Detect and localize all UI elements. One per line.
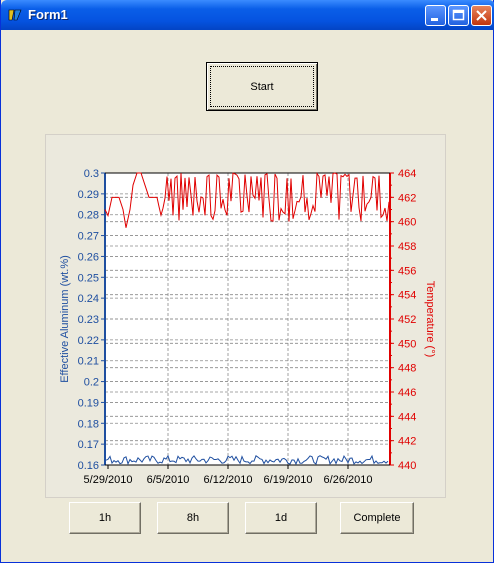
chart: 0.3 0.29 0.28 0.27 0.26 0.25 0.24 0.23 0.22 0.21 0… <box>59 168 436 486</box>
y-right-tick-label: 440 <box>398 460 416 472</box>
y-left-tick-label: 0.28 <box>78 210 99 222</box>
y-left-tick-label: 0.24 <box>78 293 99 305</box>
y-right-tick-label: 460 <box>398 217 416 229</box>
y-right-tick-label: 452 <box>398 314 416 326</box>
start-button[interactable]: Start <box>206 62 318 111</box>
y-left-tick-label: 0.3 <box>84 168 99 180</box>
y-left-tick-label: 0.25 <box>78 272 99 284</box>
y-right-axis-title: Temperature (°) <box>424 281 436 358</box>
y-left-tick-label: 0.23 <box>78 314 99 326</box>
y-left-tick-label: 0.2 <box>84 377 99 389</box>
start-button-label: Start <box>250 80 274 93</box>
close-icon <box>476 10 487 21</box>
range-1h-label: 1h <box>98 512 112 524</box>
minimize-button[interactable] <box>425 5 446 26</box>
y-left-tick-label: 0.21 <box>78 356 99 368</box>
maximize-icon <box>452 9 465 21</box>
minimize-icon <box>431 18 438 21</box>
y-right-tick-label: 444 <box>398 411 416 423</box>
x-tick-label: 6/26/2010 <box>324 474 373 486</box>
title-bar[interactable]: Form1 <box>1 0 494 30</box>
x-tick-label: 6/19/2010 <box>264 474 313 486</box>
y-right-tick-label: 450 <box>398 338 416 350</box>
aluminum-series-line <box>105 454 389 466</box>
y-right-tick-label: 454 <box>398 290 416 302</box>
y-right-tick-label: 446 <box>398 387 416 399</box>
y-right-tick-label: 456 <box>398 265 416 277</box>
y-left-tick-label: 0.22 <box>78 335 99 347</box>
client-area: Start 0.3 0.29 0.28 0.27 0.26 0.25 0.24 0.23 0.2… <box>5 30 490 559</box>
y-left-tick-label: 0.19 <box>78 397 99 409</box>
close-button[interactable] <box>471 5 492 26</box>
y-left-tick-label: 0.16 <box>78 460 99 472</box>
range-8h-button[interactable]: 8h <box>157 502 229 534</box>
y-right-tick-label: 462 <box>398 192 416 204</box>
y-left-tick-label: 0.26 <box>78 251 99 263</box>
range-8h-label: 8h <box>186 512 200 524</box>
y-right-tick-label: 442 <box>398 436 416 448</box>
window-title: Form1 <box>28 7 68 22</box>
chart-panel: 0.3 0.29 0.28 0.27 0.26 0.25 0.24 0.23 0.22 0.21 0… <box>45 134 446 498</box>
y-left-tick-label: 0.17 <box>78 439 99 451</box>
range-complete-label: Complete <box>353 512 401 524</box>
x-tick-label: 5/29/2010 <box>84 474 133 486</box>
y-right-tick-label: 464 <box>398 168 416 180</box>
range-1d-button[interactable]: 1d <box>245 502 317 534</box>
y-right-tick-label: 458 <box>398 241 416 253</box>
y-left-tick-label: 0.27 <box>78 231 99 243</box>
maximize-button[interactable] <box>448 5 469 26</box>
y-right-tick-label: 448 <box>398 363 416 375</box>
temperature-series-line <box>104 172 390 228</box>
range-1d-label: 1d <box>274 512 288 524</box>
y-left-axis-title: Effective Aluminum (wt.%) <box>59 255 71 383</box>
focus-rect <box>210 66 314 107</box>
y-left-tick-label: 0.18 <box>78 418 99 430</box>
x-tick-label: 6/5/2010 <box>147 474 190 486</box>
y-left-tick-label: 0.29 <box>78 189 99 201</box>
range-1h-button[interactable]: 1h <box>69 502 141 534</box>
delphi-app-icon <box>8 9 22 21</box>
x-tick-label: 6/12/2010 <box>204 474 253 486</box>
range-complete-button[interactable]: Complete <box>340 502 414 534</box>
